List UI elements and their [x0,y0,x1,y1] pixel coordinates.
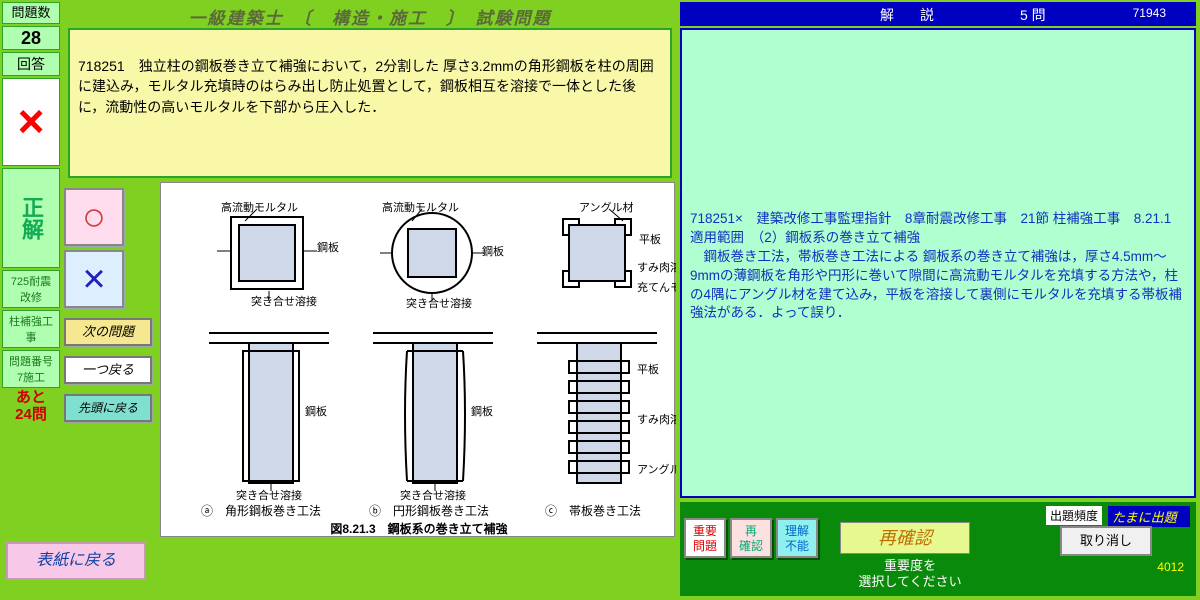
svg-text:突き合せ溶接: 突き合せ溶接 [400,488,466,502]
user-answer-display: × [2,78,60,166]
figure-diagram: 高流動モルタル 鋼板 突き合せ溶接 高流動モルタル 鋼板 突き合せ溶接 アングル… [160,182,675,537]
recheck-display: 再確認 [840,522,970,554]
importance-panel: 出題頻度 たまに出題 重要 問題 再 確認 理解 不能 再確認 取り消し 重要度… [680,502,1196,596]
importance-recheck-button[interactable]: 再 確認 [730,518,772,558]
svg-text:突き合せ溶接: 突き合せ溶接 [236,488,302,502]
question-count-label: 問題数 [2,2,60,24]
svg-text:鋼板: 鋼板 [317,240,339,254]
bottom-number: 4012 [1157,560,1184,574]
importance-high-button[interactable]: 重要 問題 [684,518,726,558]
svg-text:アングル材: アングル材 [579,200,634,214]
svg-text:鋼板: 鋼板 [482,244,504,258]
svg-text:すみ肉溶接: すみ肉溶接 [637,412,676,426]
explanation-text: 718251× 建築改修工事監理指針 8章耐震改修工事 21節 柱補強工事 8.… [680,28,1196,498]
next-question-button[interactable]: 次の問題 [64,318,152,346]
category-info-3: 問題番号 7施工 [2,350,60,388]
svg-text:鋼板: 鋼板 [305,404,327,418]
category-info-2: 柱補強工 事 [2,310,60,348]
question-text: 718251 独立柱の鋼板巻き立て補強において，2分割した 厚さ3.2mmの角形… [68,28,672,178]
svg-text:高流動モルタル: 高流動モルタル [221,200,298,214]
correct-label: 正解 [2,168,60,268]
answer-maru-button[interactable]: ○ [64,188,124,246]
return-cover-button[interactable]: 表紙に戻る [6,542,146,580]
svg-text:図8.21.3 鋼板系の巻き立て補強: 図8.21.3 鋼板系の巻き立て補強 [330,521,507,536]
answer-label: 回答 [2,52,60,76]
svg-text:突き合せ溶接: 突き合せ溶接 [251,294,317,308]
svg-text:アングル材: アングル材 [637,462,676,476]
back-button[interactable]: 一つ戻る [64,356,152,384]
svg-text:すみ肉溶接: すみ肉溶接 [637,260,676,274]
svg-text:充てんモルタル: 充てんモルタル [637,280,676,294]
question-count-value: 28 [2,26,60,50]
cancel-button[interactable]: 取り消し [1060,526,1152,556]
svg-text:平板: 平板 [637,362,659,376]
explanation-header: 解 説 5 問 71943 [680,2,1196,26]
svg-text:鋼板: 鋼板 [471,404,493,418]
svg-text:平板: 平板 [639,232,661,246]
svg-text:突き合せ溶接: 突き合せ溶接 [406,296,472,310]
top-button[interactable]: 先頭に戻る [64,394,152,422]
frequency-label: 出題頻度 [1046,506,1102,525]
svg-text:ⓒ 帯板巻き工法: ⓒ 帯板巻き工法 [545,504,641,518]
remaining-count: あと 24問 [2,390,60,423]
svg-text:ⓐ 角形鋼板巻き工法: ⓐ 角形鋼板巻き工法 [201,504,321,518]
frequency-value: たまに出題 [1108,506,1190,527]
page-title: 一級建築士 〔 構造・施工 〕 試験問題 [70,4,670,29]
category-info-1: 725耐震 改修 [2,270,60,308]
answer-batsu-button[interactable]: × [64,250,124,308]
importance-message: 重要度を 選択してください [840,558,980,589]
importance-unclear-button[interactable]: 理解 不能 [776,518,818,558]
svg-text:ⓑ 円形鋼板巻き工法: ⓑ 円形鋼板巻き工法 [369,504,489,518]
svg-text:高流動モルタル: 高流動モルタル [382,200,459,214]
